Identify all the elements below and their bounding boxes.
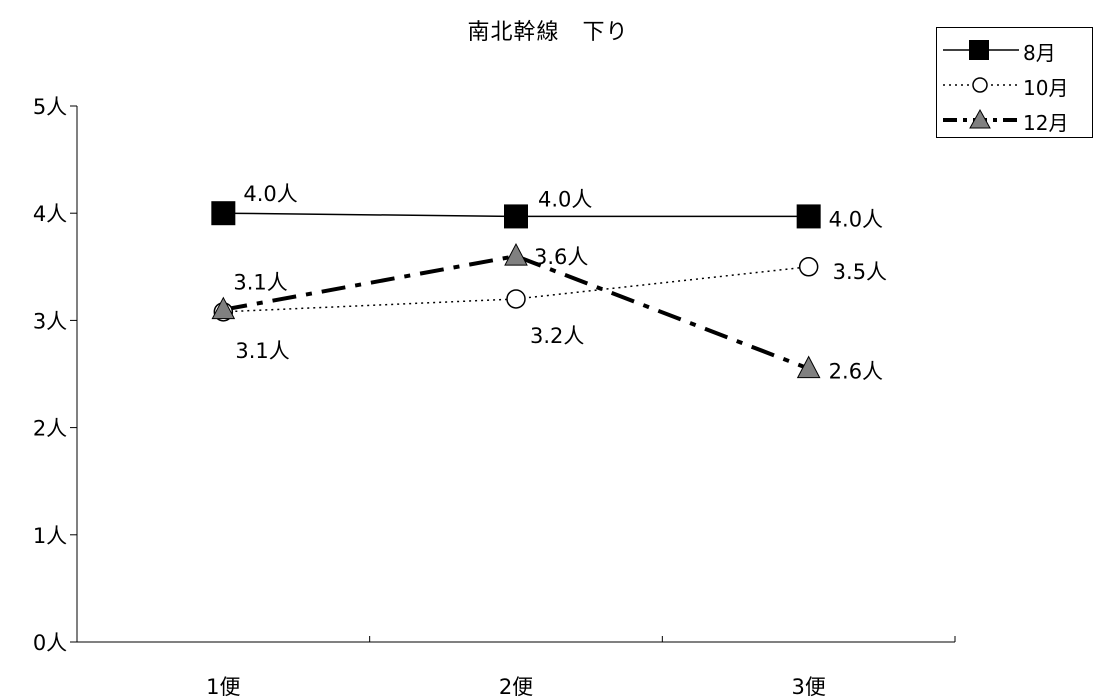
data-point-circle <box>798 257 819 277</box>
data-label: 3.1人 <box>233 271 287 295</box>
data-point-triangle <box>504 243 528 266</box>
data-point-square <box>504 204 528 229</box>
y-tick-label: 5人 <box>33 95 67 119</box>
data-label: 3.5人 <box>833 260 887 284</box>
legend-label: 8月 <box>1023 41 1056 65</box>
series-line-12月 <box>222 254 810 371</box>
legend-item-12月: 12月 <box>937 104 1094 135</box>
data-label: 2.6人 <box>829 360 883 384</box>
data-label: 3.1人 <box>235 339 289 363</box>
y-tick-label: 1人 <box>33 524 67 548</box>
y-tick-label: 2人 <box>33 417 67 441</box>
legend-item-8月: 8月 <box>937 34 1094 65</box>
series-line-10月 <box>223 266 809 313</box>
legend-label: 10月 <box>1023 76 1069 100</box>
data-point-triangle <box>796 355 821 379</box>
x-tick-label: 3便 <box>791 675 825 699</box>
legend-label: 12月 <box>1023 111 1069 135</box>
x-tick-label: 2便 <box>499 675 533 699</box>
data-point-circle <box>506 289 526 309</box>
data-point-square <box>796 204 821 229</box>
data-point-triangle <box>211 296 236 320</box>
data-label: 4.0人 <box>538 187 592 211</box>
data-labels: 4.0人 4.0人 4.0人 3.1人 3.2人 3.5人 3.1人 3.6人 2.6人 <box>233 182 887 383</box>
tick-labels: 0人 1人 2人 3人 4人 5人 1便 2便 3便 <box>33 95 826 699</box>
legend-swatch-circle <box>943 77 1019 93</box>
axes <box>70 105 956 643</box>
legend-swatch-square <box>943 40 1019 60</box>
data-label: 4.0人 <box>829 207 883 231</box>
y-tick-label: 4人 <box>33 202 67 226</box>
series-group <box>211 201 821 379</box>
x-tick-label: 1便 <box>206 675 240 699</box>
y-tick-label: 0人 <box>33 631 67 655</box>
data-label: 3.2人 <box>530 324 584 348</box>
data-point-square <box>211 201 236 226</box>
data-label: 4.0人 <box>243 182 297 206</box>
legend: 8月 10月 12月 <box>936 27 1093 138</box>
y-tick-label: 3人 <box>33 309 67 333</box>
chart-title: 南北幹線 下り <box>467 20 629 45</box>
legend-swatch-triangle <box>943 108 1019 129</box>
legend-item-10月: 10月 <box>937 69 1094 100</box>
data-label: 3.6人 <box>534 245 588 269</box>
